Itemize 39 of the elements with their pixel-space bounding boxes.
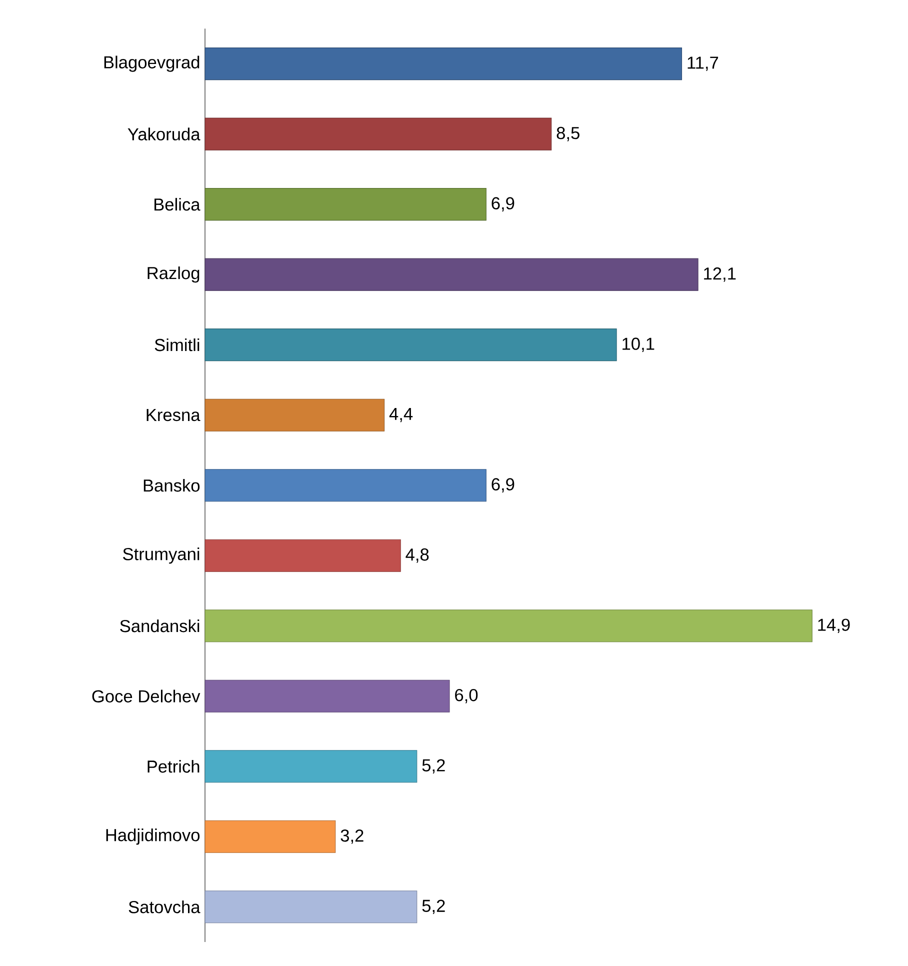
y-tick-label: Kresna [146, 409, 200, 422]
data-label: 12,1 [704, 267, 736, 282]
data-label: 5,2 [422, 900, 445, 914]
bar [204, 48, 682, 80]
data-label: 6,9 [492, 197, 514, 212]
y-tick-label: Belica [154, 198, 200, 211]
bar [204, 188, 486, 221]
data-label: 10,1 [622, 338, 654, 352]
y-tick-label: Hadjidimovo [106, 828, 200, 845]
bar [204, 328, 617, 362]
data-label: 8,5 [556, 126, 580, 142]
bar [204, 398, 385, 432]
bar [204, 610, 812, 642]
y-tick-label: Sandanski [120, 619, 200, 632]
y-tick-label: Bansko [144, 478, 200, 492]
y-tick-label: Petrich [148, 760, 200, 773]
data-label: 4,4 [389, 408, 413, 422]
y-tick-label: Yakoruda [128, 128, 200, 140]
data-label: 14,9 [818, 618, 850, 634]
y-tick-label: Strumyani [123, 548, 200, 564]
bar [204, 680, 450, 712]
bar [204, 890, 418, 924]
bar [204, 469, 486, 502]
bar [204, 539, 401, 572]
y-tick-label: Blagoevgrad [104, 56, 200, 72]
data-label: 3,2 [340, 829, 364, 844]
data-label: 11,7 [688, 56, 718, 71]
bar [204, 750, 418, 783]
y-tick-label: Goce Delchev [92, 690, 200, 702]
data-label: 4,8 [406, 548, 429, 563]
data-label: 6,9 [492, 478, 514, 492]
y-tick-label: Satovcha [128, 900, 200, 914]
y-tick-label: Razlog [148, 266, 200, 283]
bar [204, 118, 552, 150]
bar [204, 258, 698, 291]
data-label: 5,2 [422, 759, 445, 774]
bar [204, 820, 336, 853]
data-label: 6,0 [455, 688, 478, 704]
y-tick-label: Simitli [154, 338, 200, 352]
